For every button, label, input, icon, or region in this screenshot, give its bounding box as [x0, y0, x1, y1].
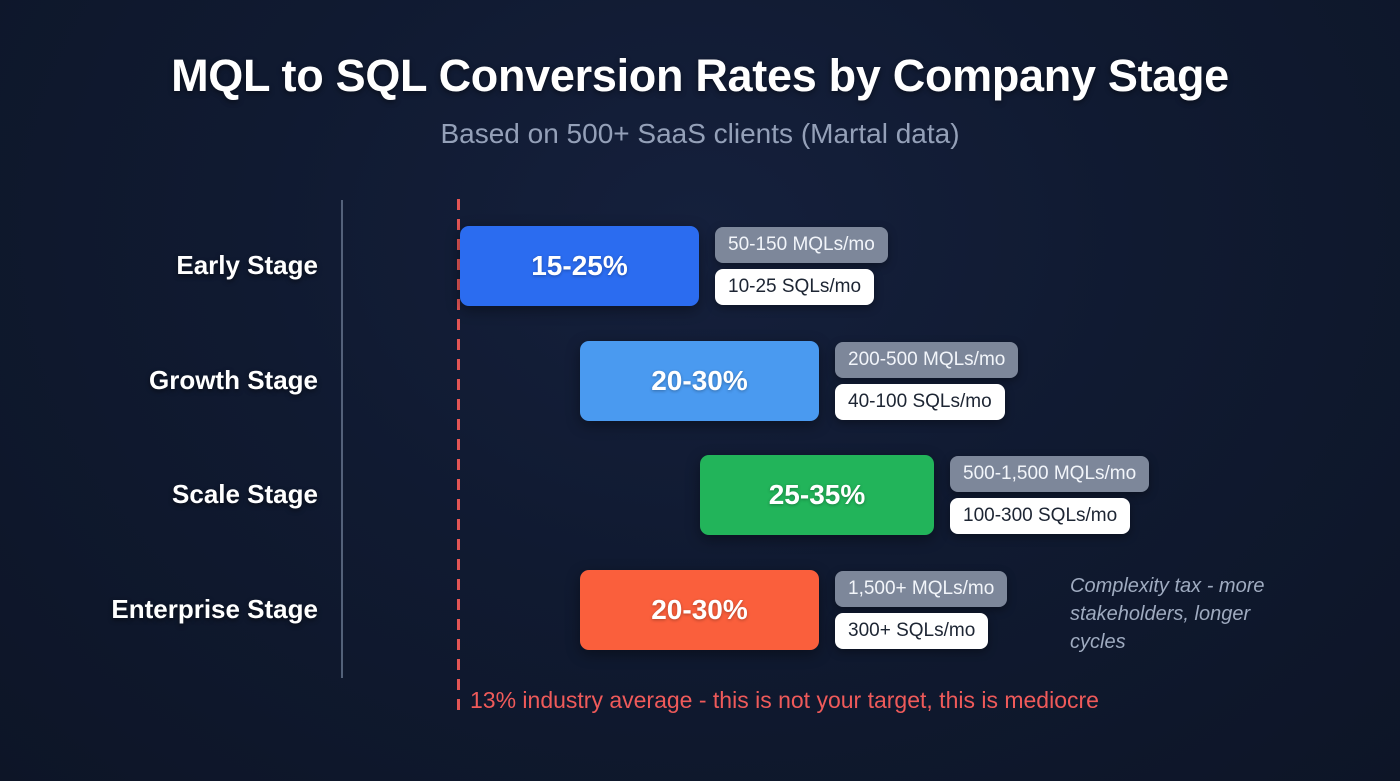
sql-volume-badge-enterprise-stage: 300+ SQLs/mo — [835, 613, 989, 649]
annotation-enterprise-stage: Complexity tax - more stakeholders, long… — [1070, 575, 1265, 653]
bar-enterprise-stage[interactable]: 20-30% — [580, 570, 819, 650]
bar-value-scale-stage: 25-35% — [768, 479, 866, 510]
bar-value-early-stage: 15-25% — [531, 250, 628, 281]
sql-volume-badge-growth-stage: 40-100 SQLs/mo — [835, 384, 1005, 420]
category-label-early-stage: Early Stage — [176, 250, 318, 280]
mql-volume-badge-early-stage: 50-150 MQLs/mo — [715, 227, 888, 263]
page-title: MQL to SQL Conversion Rates by Company S… — [171, 50, 1229, 101]
category-axis-line — [341, 200, 343, 678]
industry-average-threshold-line — [457, 199, 460, 711]
sql-volume-badge-early-stage: 10-25 SQLs/mo — [715, 269, 875, 305]
mql-volume-badge-scale-stage: 500-1,500 MQLs/mo — [950, 456, 1150, 492]
badge-group-growth-stage: 200-500 MQLs/mo 40-100 SQLs/mo — [835, 342, 1019, 420]
badge-group-scale-stage: 500-1,500 MQLs/mo 100-300 SQLs/mo — [950, 456, 1150, 534]
mql-volume-badge-growth-stage: 200-500 MQLs/mo — [835, 342, 1019, 378]
industry-average-caption: 13% industry average - this is not your … — [470, 687, 1099, 713]
category-label-growth-stage: Growth Stage — [148, 365, 318, 395]
bar-growth-stage[interactable]: 20-30% — [580, 341, 819, 421]
category-label-scale-stage: Scale Stage — [172, 479, 318, 509]
page-subtitle: Based on 500+ SaaS clients (Martal data) — [440, 118, 960, 149]
bar-value-enterprise-stage: 20-30% — [651, 594, 748, 625]
badge-group-early-stage: 50-150 MQLs/mo 10-25 SQLs/mo — [715, 227, 888, 305]
sql-volume-badge-scale-stage: 100-300 SQLs/mo — [950, 498, 1131, 534]
bar-value-growth-stage: 20-30% — [651, 365, 748, 396]
bar-scale-stage[interactable]: 25-35% — [700, 455, 934, 535]
bar-early-stage[interactable]: 15-25% — [460, 226, 699, 306]
badge-group-enterprise-stage: 1,500+ MQLs/mo 300+ SQLs/mo — [835, 571, 1008, 649]
mql-volume-badge-enterprise-stage: 1,500+ MQLs/mo — [835, 571, 1008, 607]
category-label-enterprise-stage: Enterprise Stage — [111, 594, 318, 624]
